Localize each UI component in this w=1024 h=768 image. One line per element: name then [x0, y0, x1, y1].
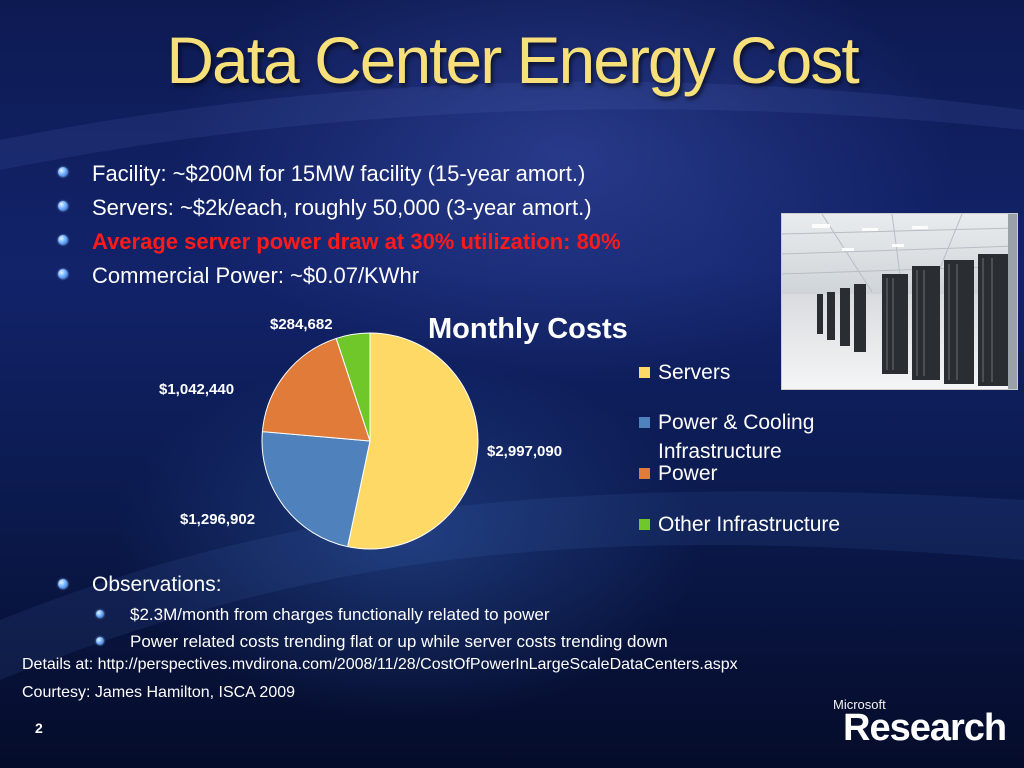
legend-item-power: Power [637, 459, 878, 488]
data-label-other: $284,682 [270, 316, 333, 333]
bullet-icon [58, 579, 68, 589]
legend-label: Power & Cooling Infrastructure [658, 411, 815, 463]
courtesy-text: Courtesy: James Hamilton, ISCA 2009 [22, 684, 296, 701]
bullet-icon [58, 167, 68, 177]
page-title: Data Center Energy Cost [166, 23, 859, 97]
chart-title: Monthly Costs [428, 313, 628, 345]
bullet-text: Facility: ~$200M for 15MW facility (15-y… [92, 161, 586, 186]
legend-label: Power [658, 462, 718, 485]
data-label-power-cooling: $1,296,902 [180, 511, 256, 528]
observations-sublist: $2.3M/month from charges functionally re… [96, 601, 668, 655]
legend-swatch [639, 417, 650, 428]
pie-slice-power-cooling [261, 431, 371, 548]
observations-heading: Observations: [58, 571, 222, 599]
page-number: 2 [35, 720, 43, 736]
legend-label: Servers [658, 361, 731, 384]
bullet-text: Observations: [92, 573, 222, 596]
bullet-list: Facility: ~$200M for 15MW facility (15-y… [58, 157, 798, 293]
bullet-text: $2.3M/month from charges functionally re… [130, 605, 550, 624]
microsoft-logo-text: Microsoft [833, 697, 886, 712]
bullet-servers: Servers: ~$2k/each, roughly 50,000 (3-ye… [58, 191, 798, 225]
bullet-icon [58, 269, 68, 279]
bullet-icon [58, 235, 68, 245]
observation-item: Power related costs trending flat or up … [96, 628, 668, 655]
datacenter-photo [781, 213, 1018, 390]
legend-item-servers: Servers [637, 358, 878, 387]
pie-slice-servers [347, 332, 479, 550]
pie-slice-power [261, 337, 371, 442]
bullet-icon [96, 637, 104, 645]
data-label-power: $1,042,440 [159, 381, 235, 398]
observations-list: Observations: [58, 571, 222, 599]
legend-swatch [639, 367, 650, 378]
bullet-text: Average server power draw at 30% utiliza… [92, 229, 621, 254]
data-label-servers: $2,997,090 [487, 443, 563, 460]
legend-item-power-cooling: Power & Cooling Infrastructure [637, 408, 878, 466]
bullet-commercial-power: Commercial Power: ~$0.07/KWhr [58, 259, 798, 293]
bullet-facility: Facility: ~$200M for 15MW facility (15-y… [58, 157, 798, 191]
bullet-text: Servers: ~$2k/each, roughly 50,000 (3-ye… [92, 195, 592, 220]
research-logo-text: Research [843, 707, 1007, 749]
observation-item: $2.3M/month from charges functionally re… [96, 601, 668, 628]
pie-slice-other [335, 332, 371, 442]
legend-swatch [639, 468, 650, 479]
legend-swatch [639, 519, 650, 530]
bullet-text: Commercial Power: ~$0.07/KWhr [92, 263, 420, 288]
legend-item-other: Other Infrastructure [637, 510, 878, 539]
bullet-icon [58, 201, 68, 211]
bullet-text: Power related costs trending flat or up … [130, 632, 668, 651]
legend-label: Other Infrastructure [658, 513, 841, 536]
details-link-text: Details at: http://perspectives.mvdirona… [22, 656, 738, 673]
bullet-icon [96, 610, 104, 618]
bullet-power-draw: Average server power draw at 30% utiliza… [58, 225, 798, 259]
